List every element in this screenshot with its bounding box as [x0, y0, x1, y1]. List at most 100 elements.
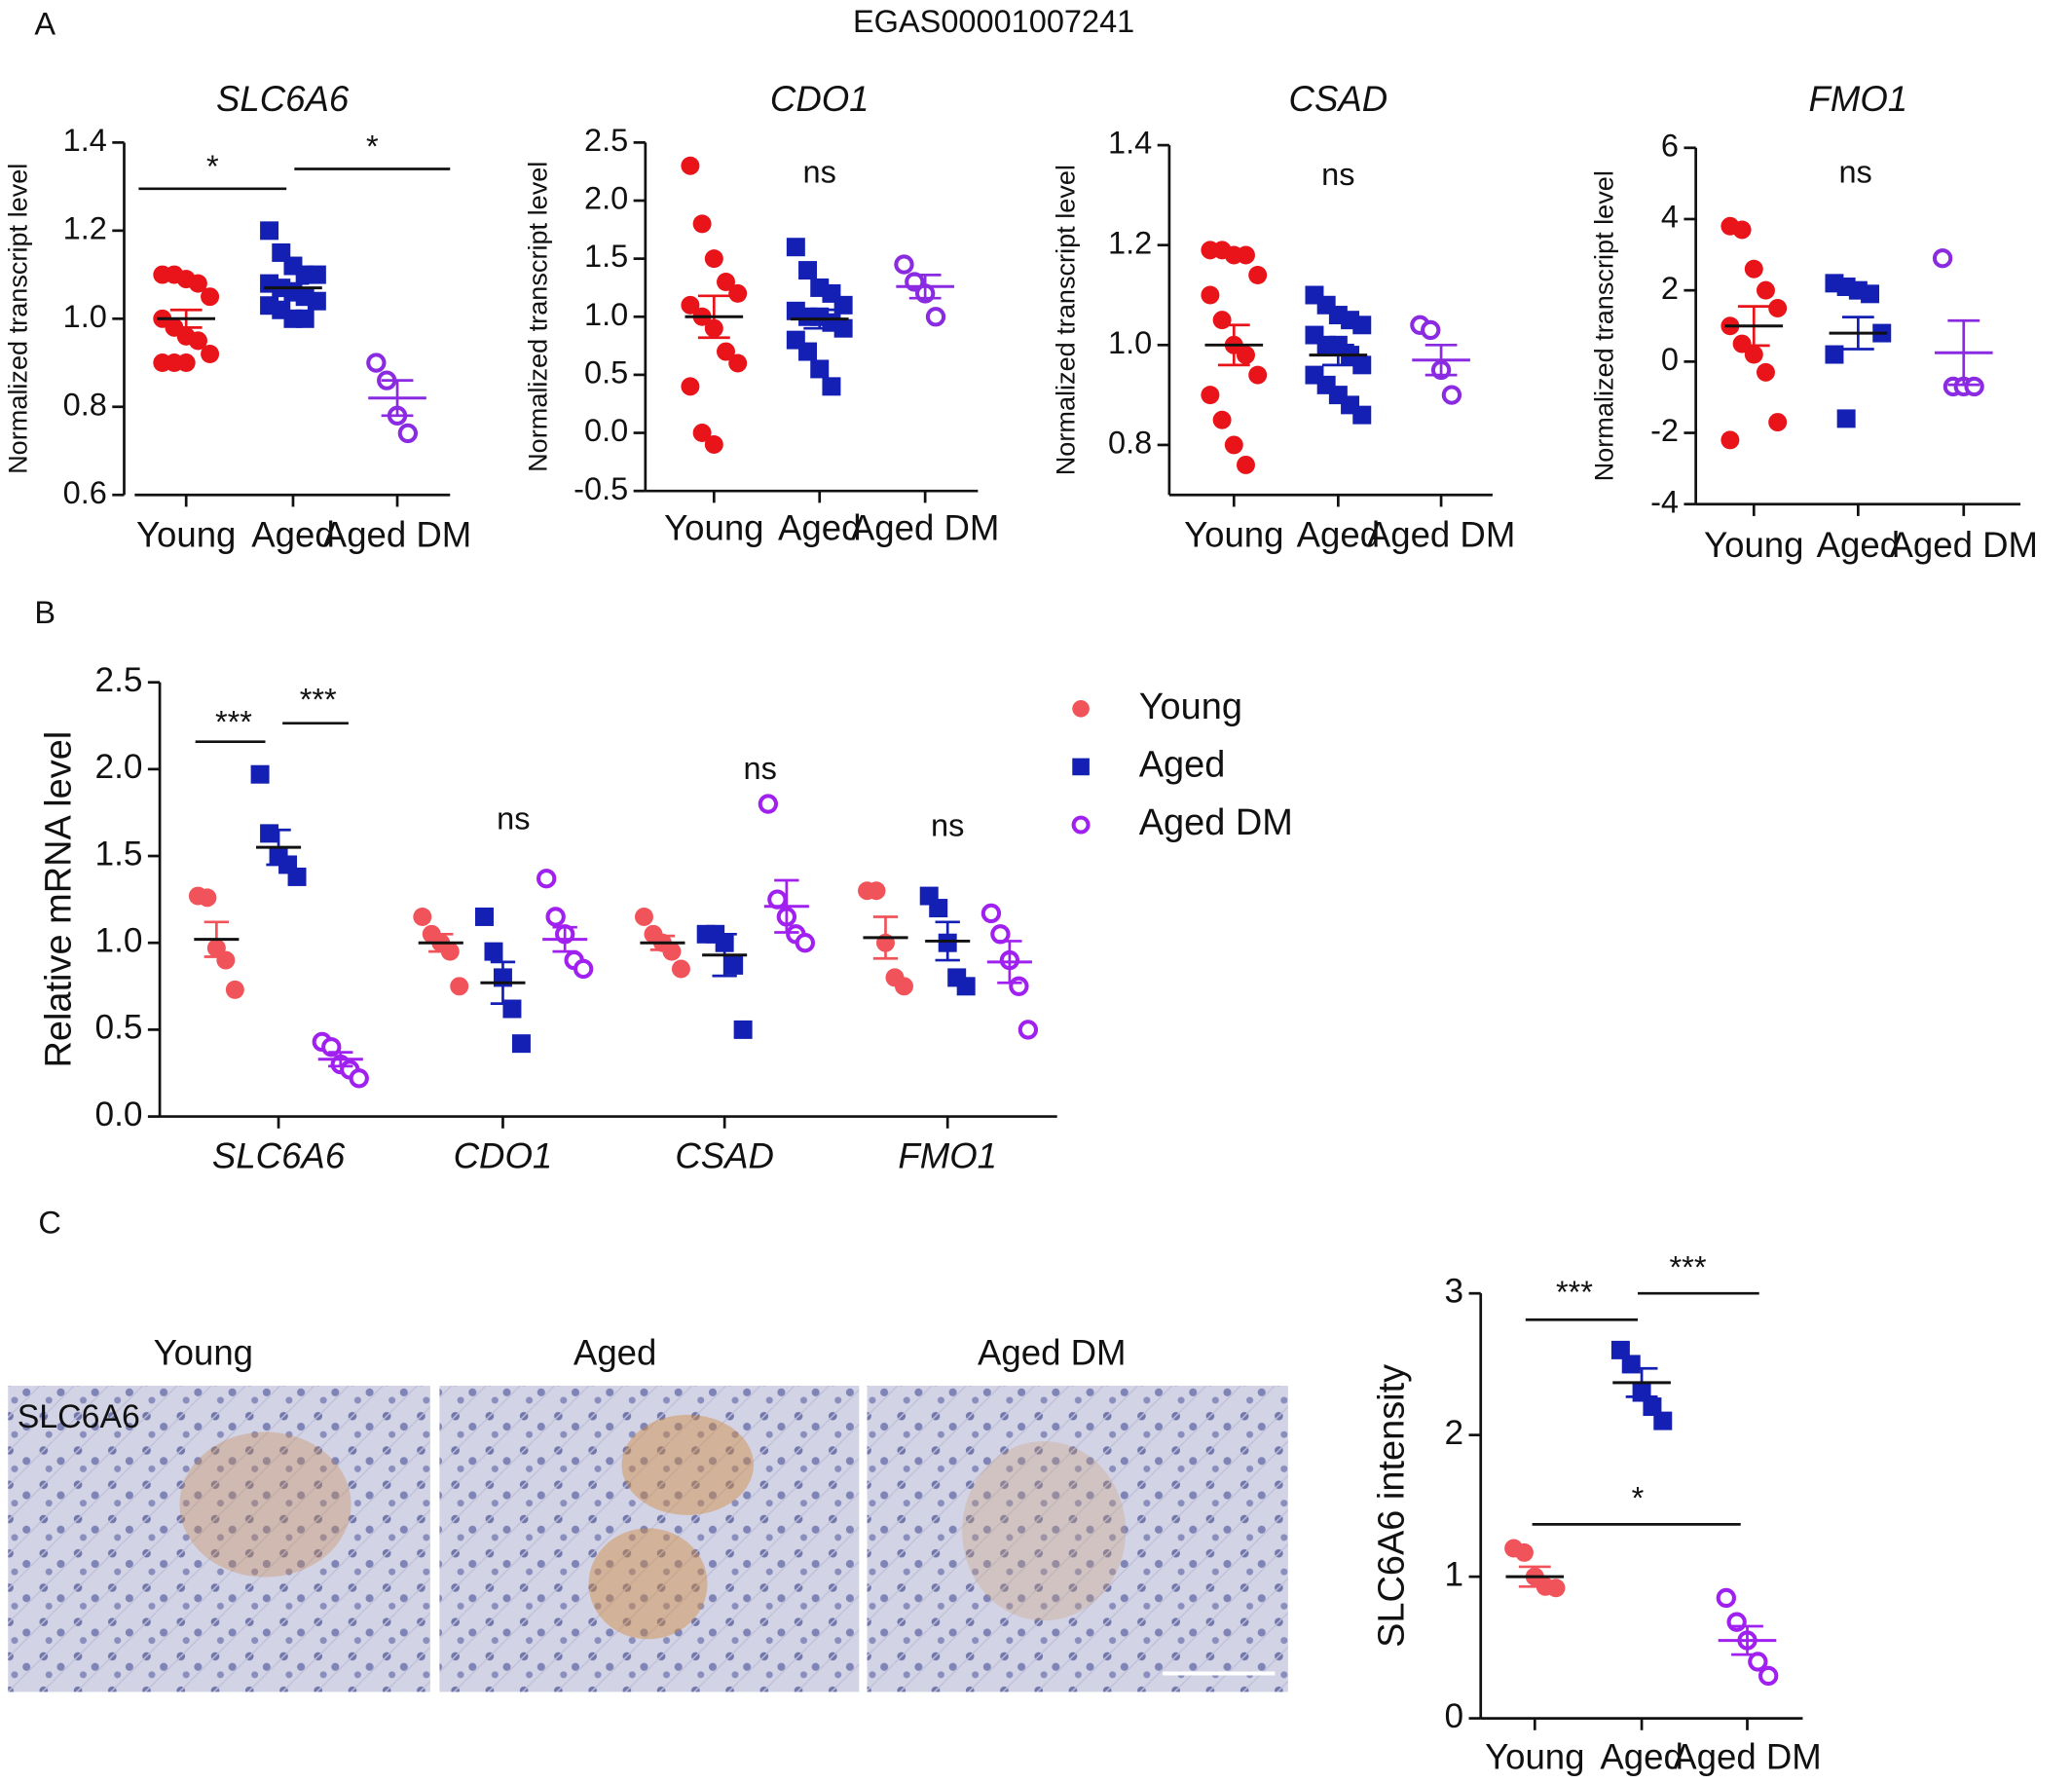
data-point	[1352, 355, 1372, 375]
data-point	[260, 824, 279, 843]
y-tick-label: 1.5	[94, 835, 142, 873]
y-tick-label: 0.0	[584, 413, 628, 448]
legend-label: Aged DM	[1139, 802, 1293, 843]
y-tick-label: 0.0	[94, 1096, 142, 1133]
significance-label: ns	[497, 801, 530, 836]
y-tick-label: -2	[1650, 413, 1679, 448]
x-tick-label: Aged	[1600, 1736, 1683, 1776]
data-point	[545, 907, 566, 927]
data-point	[1201, 386, 1220, 405]
micrograph	[867, 1386, 1288, 1692]
data-point	[1212, 410, 1232, 429]
y-tick-label: 2	[1445, 1414, 1464, 1452]
data-point	[1237, 245, 1255, 265]
significance-label: *	[366, 130, 379, 165]
micrograph	[439, 1386, 860, 1692]
data-point	[1621, 1355, 1641, 1374]
data-point	[1732, 334, 1752, 353]
data-point	[1237, 346, 1255, 365]
data-point	[287, 867, 307, 886]
data-point	[1932, 248, 1953, 269]
islet	[962, 1440, 1127, 1621]
data-point	[1861, 284, 1880, 304]
data-point	[1441, 385, 1462, 405]
data-point	[704, 434, 723, 454]
data-point	[1546, 1579, 1566, 1598]
y-tick-label: 4	[1661, 200, 1679, 235]
data-point	[798, 342, 818, 361]
data-point	[681, 377, 700, 396]
data-point	[1514, 1542, 1534, 1562]
significance-label: ***	[1556, 1275, 1593, 1310]
figure-title: EGAS00001007241	[853, 4, 1134, 39]
x-tick-label: Aged DM	[323, 514, 471, 554]
data-point	[704, 249, 723, 269]
data-point	[894, 254, 914, 275]
x-tick-label: Aged	[1817, 525, 1900, 565]
chart-title: CDO1	[770, 79, 870, 119]
x-tick-label: SLC6A6	[212, 1136, 346, 1176]
data-point	[1248, 265, 1268, 284]
data-point	[1732, 220, 1752, 240]
data-point	[1352, 405, 1372, 425]
data-point	[662, 942, 682, 961]
data-point	[250, 764, 270, 784]
x-tick-label: Aged	[778, 507, 861, 547]
significance-label: *	[1632, 1481, 1645, 1516]
data-point	[484, 942, 503, 961]
x-tick-label: Aged DM	[1890, 525, 2038, 565]
panel-label: C	[38, 1205, 60, 1240]
data-point	[1720, 430, 1740, 450]
data-point	[366, 353, 387, 373]
data-point	[536, 869, 557, 889]
y-tick-label: 3	[1445, 1272, 1464, 1310]
data-point	[671, 959, 690, 979]
data-point	[573, 958, 594, 980]
data-point	[728, 353, 748, 373]
y-tick-label: 0	[1661, 342, 1679, 377]
y-tick-label: 1.0	[63, 299, 107, 334]
y-tick-label: 1.4	[1108, 126, 1152, 161]
data-point	[1224, 435, 1243, 455]
y-tick-label: 1.5	[584, 239, 628, 274]
data-point	[894, 977, 913, 996]
data-point	[198, 888, 217, 908]
data-point	[1744, 259, 1763, 279]
x-tick-label: Young	[1184, 514, 1283, 554]
data-point	[450, 977, 469, 996]
data-point	[1825, 345, 1844, 364]
data-point	[692, 424, 712, 443]
data-point	[260, 221, 279, 241]
x-tick-label: Aged DM	[1367, 514, 1515, 554]
y-tick-label: 1	[1445, 1555, 1464, 1593]
data-point	[717, 342, 735, 361]
x-tick-label: Young	[1704, 525, 1803, 565]
data-point	[1009, 976, 1029, 996]
data-point	[681, 156, 700, 175]
y-tick-label: 0	[1445, 1697, 1464, 1735]
image-label: Aged DM	[978, 1333, 1126, 1373]
data-point	[1836, 409, 1856, 428]
image-label: Aged	[574, 1333, 656, 1373]
significance-label: ***	[1670, 1249, 1707, 1284]
data-point	[822, 377, 841, 396]
y-axis-label: Relative mRNA level	[38, 731, 79, 1068]
y-tick-label: -0.5	[574, 471, 628, 506]
data-point	[1072, 758, 1090, 776]
x-tick-label: Aged	[251, 514, 334, 554]
data-point	[201, 287, 220, 307]
data-point	[475, 907, 494, 926]
y-tick-label: 0.6	[63, 475, 107, 510]
chart-title: FMO1	[1809, 79, 1908, 119]
x-tick-label: Young	[136, 514, 236, 554]
data-point	[833, 295, 853, 315]
data-point	[188, 331, 207, 351]
data-point	[188, 274, 207, 293]
data-point	[724, 955, 744, 975]
data-point	[728, 283, 748, 303]
chart-title: CSAD	[1289, 79, 1388, 119]
data-point	[634, 907, 653, 926]
data-point	[307, 291, 326, 311]
islet	[179, 1431, 352, 1578]
